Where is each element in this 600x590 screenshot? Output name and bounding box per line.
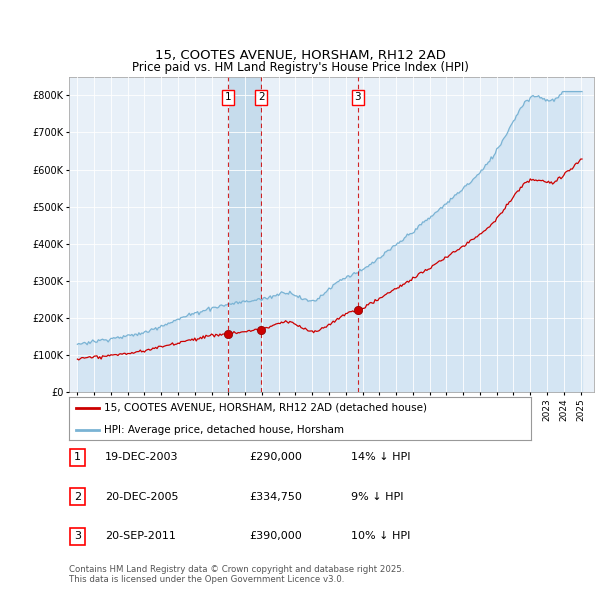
Text: 20-DEC-2005: 20-DEC-2005 bbox=[105, 492, 179, 502]
Text: 1: 1 bbox=[74, 453, 81, 462]
Text: HPI: Average price, detached house, Horsham: HPI: Average price, detached house, Hors… bbox=[104, 425, 344, 435]
Text: 20-SEP-2011: 20-SEP-2011 bbox=[105, 532, 176, 541]
Text: Price paid vs. HM Land Registry's House Price Index (HPI): Price paid vs. HM Land Registry's House … bbox=[131, 61, 469, 74]
Bar bbox=[228, 77, 262, 392]
FancyBboxPatch shape bbox=[70, 528, 85, 545]
Text: 10% ↓ HPI: 10% ↓ HPI bbox=[351, 532, 410, 541]
Text: 15, COOTES AVENUE, HORSHAM, RH12 2AD: 15, COOTES AVENUE, HORSHAM, RH12 2AD bbox=[155, 49, 445, 62]
FancyBboxPatch shape bbox=[70, 489, 85, 505]
Text: 14% ↓ HPI: 14% ↓ HPI bbox=[351, 453, 410, 462]
Text: 3: 3 bbox=[74, 532, 81, 541]
Text: 2: 2 bbox=[258, 92, 265, 102]
Text: 3: 3 bbox=[355, 92, 361, 102]
FancyBboxPatch shape bbox=[70, 449, 85, 466]
Text: 19-DEC-2003: 19-DEC-2003 bbox=[105, 453, 179, 462]
Text: 15, COOTES AVENUE, HORSHAM, RH12 2AD (detached house): 15, COOTES AVENUE, HORSHAM, RH12 2AD (de… bbox=[104, 403, 427, 412]
Text: 9% ↓ HPI: 9% ↓ HPI bbox=[351, 492, 404, 502]
Text: £334,750: £334,750 bbox=[249, 492, 302, 502]
Text: £390,000: £390,000 bbox=[249, 532, 302, 541]
Text: £290,000: £290,000 bbox=[249, 453, 302, 462]
Text: 2: 2 bbox=[74, 492, 81, 502]
Text: 1: 1 bbox=[224, 92, 231, 102]
Text: Contains HM Land Registry data © Crown copyright and database right 2025.
This d: Contains HM Land Registry data © Crown c… bbox=[69, 565, 404, 584]
